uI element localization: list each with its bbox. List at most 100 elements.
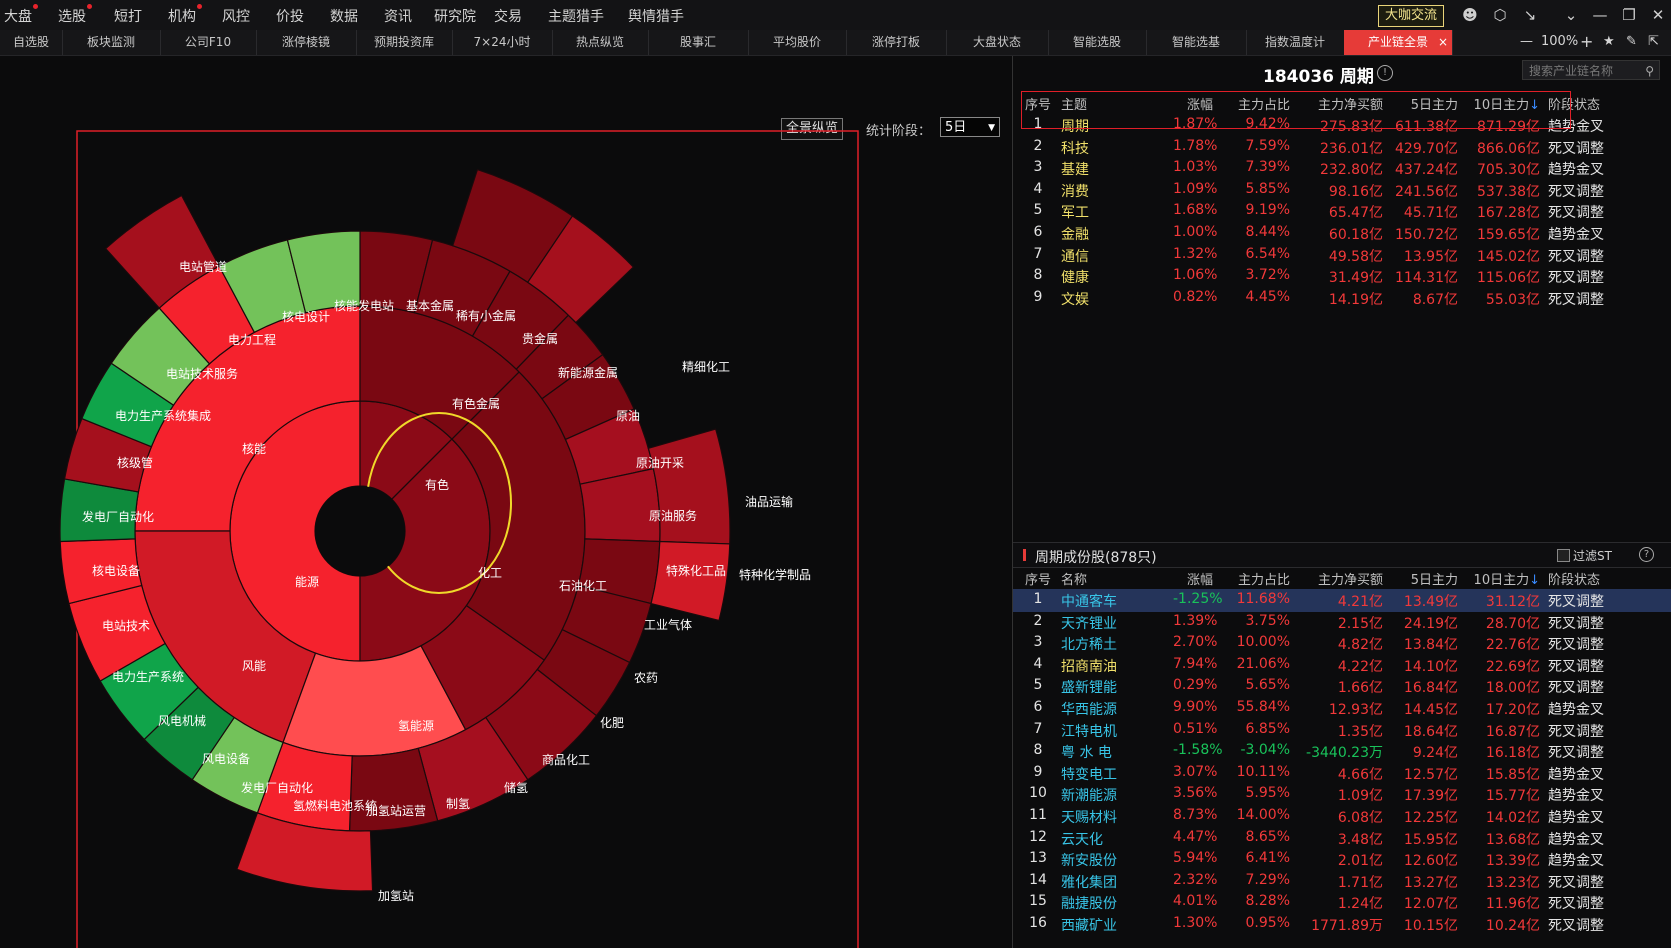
tab-13[interactable]: 指数温度计	[1246, 30, 1345, 55]
table-row[interactable]: 3 北方稀土 2.70% 10.00% 4.82亿 13.84亿 22.76亿 死叉调整	[1013, 632, 1671, 655]
table-row[interactable]: 1 周期 1.87% 9.42% 275.83亿 611.38亿 871.29亿 趋势金叉	[1013, 114, 1671, 137]
user-icon[interactable]: ☻	[1462, 6, 1478, 24]
star-icon[interactable]: ★	[1603, 34, 1615, 49]
column-header[interactable]: 序号	[1023, 569, 1053, 588]
tab-10[interactable]: 大盘状态	[946, 30, 1049, 55]
table-row[interactable]: 13 新安股份 5.94% 6.41% 2.01亿 12.60亿 13.39亿 趋势金叉	[1013, 848, 1671, 871]
table-row[interactable]: 6 金融 1.00% 8.44% 60.18亿 150.72亿 159.65亿 趋势金叉	[1013, 222, 1671, 245]
column-header[interactable]: 主题	[1061, 94, 1141, 113]
chevron-down-icon[interactable]: ⌄	[1564, 6, 1578, 24]
expand-icon[interactable]: ⇱	[1648, 34, 1659, 49]
help-icon[interactable]: ?	[1639, 547, 1654, 562]
column-header[interactable]: 主力占比	[1218, 94, 1290, 113]
table-row[interactable]: 4 招商南油 7.94% 21.06% 4.22亿 14.10亿 22.69亿 死叉调整	[1013, 654, 1671, 677]
overview-button[interactable]: 全景纵览	[781, 118, 844, 140]
tab-7[interactable]: 股事汇	[648, 30, 749, 55]
menu-item-7[interactable]: 资讯	[384, 6, 412, 26]
filter-st-checkbox[interactable]	[1557, 549, 1570, 562]
column-header[interactable]: 主力占比	[1218, 569, 1290, 588]
column-header[interactable]: 阶段状态	[1548, 569, 1624, 588]
table-row[interactable]: 7 江特电机 0.51% 6.85% 1.35亿 18.64亿 16.87亿 死叉调整	[1013, 719, 1671, 742]
tab-3[interactable]: 涨停棱镜	[256, 30, 357, 55]
table-row[interactable]: 11 天赐材料 8.73% 14.00% 6.08亿 12.25亿 14.02亿 趋势金叉	[1013, 805, 1671, 828]
tab-5[interactable]: 7×24小时	[452, 30, 553, 55]
column-header[interactable]: 5日主力	[1385, 94, 1458, 113]
table-row[interactable]: 16 西藏矿业 1.30% 0.95% 1771.89万 10.15亿 10.24亿 死叉调整	[1013, 913, 1671, 936]
column-header[interactable]: 主力净买额	[1293, 94, 1383, 113]
edit-icon[interactable]: ✎	[1626, 34, 1637, 49]
tab-11[interactable]: 智能选股	[1048, 30, 1147, 55]
menu-item-3[interactable]: 机构	[168, 4, 202, 26]
table-row[interactable]: 7 通信 1.32% 6.54% 49.58亿 13.95亿 145.02亿 死叉调整	[1013, 244, 1671, 267]
zoom-out-button[interactable]: —	[1520, 34, 1533, 49]
tab-14[interactable]: 产业链全景 ×	[1344, 30, 1453, 55]
zoom-in-button[interactable]: +	[1580, 32, 1594, 51]
table-row[interactable]: 6 华西能源 9.90% 55.84% 12.93亿 14.45亿 17.20亿 趋势金叉	[1013, 697, 1671, 720]
tab-4[interactable]: 预期投资库	[356, 30, 453, 55]
sunburst-outer-energy-13[interactable]	[286, 230, 361, 314]
menu-item-8[interactable]: 研究院	[434, 6, 476, 26]
table-row[interactable]: 9 特变电工 3.07% 10.11% 4.66亿 12.57亿 15.85亿 趋势金叉	[1013, 762, 1671, 785]
sunburst-ext-1[interactable]	[526, 215, 635, 324]
table-row[interactable]: 12 云天化 4.47% 8.65% 3.48亿 15.95亿 13.68亿 趋势金叉	[1013, 827, 1671, 850]
tab-8[interactable]: 平均股价	[748, 30, 847, 55]
tab-close-icon[interactable]: ×	[1437, 35, 1448, 49]
column-header[interactable]: 10日主力↓	[1461, 94, 1540, 113]
column-header[interactable]: 10日主力↓	[1461, 569, 1540, 588]
table-row[interactable]: 1 中通客车 -1.25% 11.68% 4.21亿 13.49亿 31.12亿 死叉调整	[1013, 589, 1671, 612]
restore-icon[interactable]: ❐	[1622, 6, 1636, 24]
dakaxiu-button[interactable]: 大咖交流	[1378, 5, 1445, 27]
tab-0[interactable]: 自选股	[0, 30, 63, 55]
table-row[interactable]: 8 健康 1.06% 3.72% 31.49亿 114.31亿 115.06亿 死叉调整	[1013, 265, 1671, 288]
tab-9[interactable]: 涨停打板	[846, 30, 947, 55]
tab-1[interactable]: 板块监测	[62, 30, 161, 55]
table-row[interactable]: 4 消费 1.09% 5.85% 98.16亿 241.56亿 537.38亿 死叉调整	[1013, 179, 1671, 202]
column-header[interactable]: 名称	[1061, 569, 1141, 588]
tab-12[interactable]: 智能选基	[1146, 30, 1247, 55]
table-row[interactable]: 5 军工 1.68% 9.19% 65.47亿 45.71亿 167.28亿 死叉调整	[1013, 200, 1671, 223]
table-row[interactable]: 3 基建 1.03% 7.39% 232.80亿 437.24亿 705.30亿 趋势金叉	[1013, 157, 1671, 180]
menu-item-10[interactable]: 主题猎手	[548, 6, 604, 26]
table-row[interactable]: 15 融捷股份 4.01% 8.28% 1.24亿 12.07亿 11.96亿 死叉调整	[1013, 891, 1671, 914]
menu-item-0[interactable]: 大盘	[4, 4, 38, 26]
table-row[interactable]: 9 文娱 0.82% 4.45% 14.19亿 8.67亿 55.03亿 死叉调整	[1013, 287, 1671, 310]
column-header[interactable]: 序号	[1023, 94, 1053, 113]
tab-6[interactable]: 热点纵览	[552, 30, 649, 55]
column-header[interactable]: 主力净买额	[1293, 569, 1383, 588]
info-icon[interactable]: !	[1377, 65, 1393, 81]
table-row[interactable]: 10 新潮能源 3.56% 5.95% 1.09亿 17.39亿 15.77亿 趋势金叉	[1013, 783, 1671, 806]
minimize-icon[interactable]: —	[1592, 6, 1608, 24]
sunburst-label-middle-0: 核能	[242, 442, 266, 456]
menu-item-5[interactable]: 价投	[276, 6, 304, 26]
column-header[interactable]: 涨幅	[1173, 94, 1213, 113]
chain-search-input[interactable]: 搜索产业链名称 ⚲	[1522, 60, 1660, 80]
menu-item-9[interactable]: 交易	[494, 6, 522, 26]
menu-item-1[interactable]: 选股	[58, 4, 92, 26]
sunburst-label-outer-11: 风电机械	[158, 713, 206, 728]
sunburst-ext-4[interactable]	[104, 194, 220, 309]
sunburst-ext-5[interactable]	[236, 812, 374, 892]
table-row[interactable]: 8 粤 水 电 -1.58% -3.04% -3440.23万 9.24亿 16.18亿 死叉…	[1013, 740, 1671, 763]
stat-period-select[interactable]: 5日 ▼	[940, 117, 1000, 137]
sunburst-ext-3[interactable]	[650, 540, 731, 622]
collapse-icon[interactable]: ↘	[1523, 6, 1537, 24]
column-header[interactable]: 5日主力	[1385, 569, 1458, 588]
notification-dot	[33, 4, 38, 9]
menu-item-11[interactable]: 舆情猎手	[628, 6, 684, 26]
menu-item-4[interactable]: 风控	[222, 6, 250, 26]
settings-hex-icon[interactable]: ⬡	[1493, 6, 1507, 24]
menu-item-6[interactable]: 数据	[330, 6, 358, 26]
filter-st-label[interactable]: 过滤ST	[1573, 549, 1612, 563]
table-cell: 12.57亿	[1403, 766, 1458, 783]
table-row[interactable]: 5 盛新锂能 0.29% 5.65% 1.66亿 16.84亿 18.00亿 死叉调整	[1013, 675, 1671, 698]
table-row[interactable]: 14 雅化集团 2.32% 7.29% 1.71亿 13.27亿 13.23亿 死叉调整	[1013, 870, 1671, 893]
column-header[interactable]: 涨幅	[1173, 569, 1213, 588]
sunburst-ext-2[interactable]	[647, 428, 731, 545]
menu-item-2[interactable]: 短打	[114, 6, 142, 26]
column-header[interactable]: 阶段状态	[1548, 94, 1624, 113]
table-row[interactable]: 2 科技 1.78% 7.59% 236.01亿 429.70亿 866.06亿 死叉调整	[1013, 136, 1671, 159]
close-icon[interactable]: ✕	[1651, 6, 1665, 24]
table-row[interactable]: 2 天齐锂业 1.39% 3.75% 2.15亿 24.19亿 28.70亿 死叉调整	[1013, 611, 1671, 634]
tab-2[interactable]: 公司F10	[160, 30, 257, 55]
